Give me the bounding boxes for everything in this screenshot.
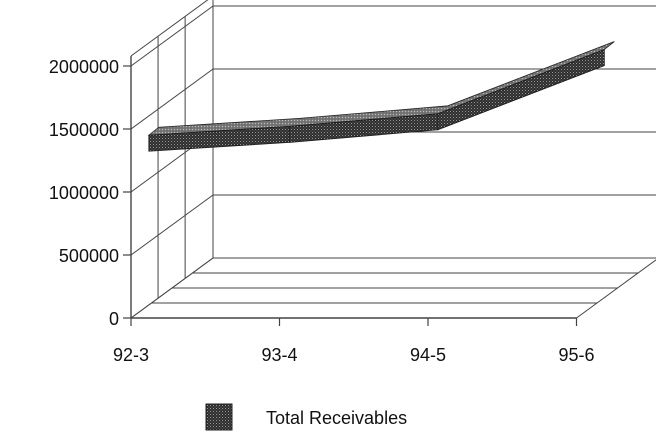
series-ribbon-segment bbox=[437, 48, 605, 131]
legend-label: Total Receivables bbox=[266, 408, 407, 428]
left-wall-gridline bbox=[130, 5, 214, 67]
gridlines bbox=[130, 5, 656, 319]
y-tick-label: 2000000 bbox=[49, 57, 119, 77]
y-tick-label: 1500000 bbox=[49, 120, 119, 140]
y-tick-label: 0 bbox=[109, 309, 119, 329]
left-wall-gridline bbox=[130, 257, 214, 319]
left-wall-top-edge bbox=[130, 0, 209, 57]
x-tick-label: 93-4 bbox=[261, 345, 297, 365]
x-axis-ticks: 92-3 93-4 94-5 95-6 bbox=[113, 318, 595, 365]
y-tick-label: 500000 bbox=[59, 246, 119, 266]
y-axis-ticks: 0 500000 1000000 1500000 2000000 bbox=[49, 57, 131, 329]
x-tick-label: 95-6 bbox=[558, 345, 594, 365]
x-tick-label: 92-3 bbox=[113, 345, 149, 365]
left-wall-gridline bbox=[130, 68, 214, 130]
chart-walls bbox=[130, 0, 656, 319]
series-ribbons bbox=[147, 41, 615, 152]
legend-swatch bbox=[205, 403, 233, 431]
left-wall-gridline bbox=[130, 194, 214, 256]
x-tick-label: 94-5 bbox=[410, 345, 446, 365]
y-tick-label: 1000000 bbox=[49, 183, 119, 203]
legend: Total Receivables bbox=[205, 403, 407, 431]
axes bbox=[130, 56, 577, 319]
